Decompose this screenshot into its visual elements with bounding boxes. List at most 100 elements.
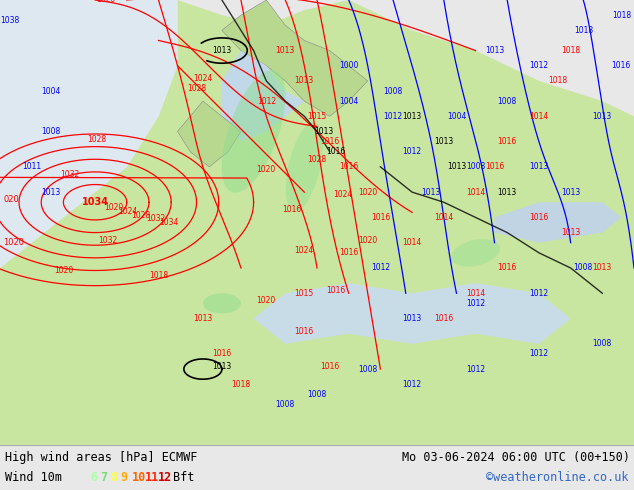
Text: 1012: 1012 [403, 380, 422, 389]
Text: 1008: 1008 [466, 162, 485, 171]
Text: 1008: 1008 [574, 264, 593, 272]
Text: 1016: 1016 [212, 349, 231, 358]
Text: 1008: 1008 [358, 365, 377, 373]
Text: 1014: 1014 [434, 213, 453, 222]
Text: 1018: 1018 [612, 11, 631, 20]
Text: 1013: 1013 [314, 127, 333, 136]
Text: 1014: 1014 [403, 238, 422, 247]
Text: Mo 03-06-2024 06:00 UTC (00+150): Mo 03-06-2024 06:00 UTC (00+150) [402, 451, 630, 465]
Text: 1016: 1016 [485, 162, 504, 171]
Text: 1014: 1014 [466, 289, 485, 298]
Text: ©weatheronline.co.uk: ©weatheronline.co.uk [486, 471, 629, 485]
Text: 1020: 1020 [105, 203, 124, 212]
Text: 9: 9 [120, 471, 127, 485]
Text: 1028: 1028 [131, 211, 150, 220]
Text: Wind 10m: Wind 10m [5, 471, 62, 485]
Text: 1013: 1013 [593, 264, 612, 272]
Text: 1016: 1016 [612, 61, 631, 70]
Text: 1004: 1004 [447, 112, 466, 121]
Text: 1008: 1008 [307, 390, 327, 399]
Text: 1020: 1020 [358, 188, 377, 196]
Text: 1011: 1011 [22, 162, 41, 171]
Ellipse shape [451, 239, 500, 267]
Text: 1024: 1024 [295, 246, 314, 255]
Text: 8: 8 [110, 471, 117, 485]
Text: 1028: 1028 [307, 155, 327, 164]
Text: 1024: 1024 [193, 74, 212, 83]
Text: 1013: 1013 [403, 112, 422, 121]
Text: 1020: 1020 [54, 266, 73, 275]
Polygon shape [0, 0, 178, 268]
Text: 1000: 1000 [339, 61, 358, 70]
Text: 12: 12 [158, 471, 172, 485]
Ellipse shape [286, 122, 323, 212]
Text: 1034: 1034 [82, 197, 108, 207]
Polygon shape [178, 101, 241, 167]
Text: 1016: 1016 [434, 314, 453, 323]
Text: 1013: 1013 [212, 362, 231, 371]
Text: 1020: 1020 [358, 236, 377, 245]
Polygon shape [495, 202, 621, 243]
Text: 1016: 1016 [339, 248, 358, 257]
Text: 1013: 1013 [485, 46, 504, 55]
Text: 1013: 1013 [403, 314, 422, 323]
Text: 1013: 1013 [498, 188, 517, 196]
Text: 1014: 1014 [529, 112, 548, 121]
Text: 1016: 1016 [498, 137, 517, 146]
Text: 1020: 1020 [3, 238, 24, 247]
Text: 1018: 1018 [574, 26, 593, 35]
Ellipse shape [203, 293, 241, 314]
Text: Bft: Bft [173, 471, 195, 485]
Text: 1013: 1013 [529, 162, 548, 171]
Text: 1020: 1020 [257, 165, 276, 174]
Text: 7: 7 [100, 471, 107, 485]
Text: 1020: 1020 [257, 296, 276, 305]
Text: 1008: 1008 [593, 339, 612, 348]
Text: 1013: 1013 [561, 228, 580, 237]
Text: 1008: 1008 [498, 97, 517, 106]
Text: 1012: 1012 [466, 365, 485, 373]
Text: 1004: 1004 [339, 97, 358, 106]
Text: 1016: 1016 [529, 213, 548, 222]
Polygon shape [0, 0, 634, 445]
Text: 1038: 1038 [0, 16, 19, 24]
Text: 1016: 1016 [295, 327, 314, 336]
Text: 1012: 1012 [529, 61, 548, 70]
Text: 1024: 1024 [333, 190, 352, 199]
Text: 1012: 1012 [257, 97, 276, 106]
Text: 1013: 1013 [447, 162, 466, 171]
Text: 1016: 1016 [498, 264, 517, 272]
Text: 1013: 1013 [561, 188, 580, 196]
Text: 1012: 1012 [371, 264, 390, 272]
Text: 1014: 1014 [466, 188, 485, 196]
Text: 1004: 1004 [41, 87, 60, 96]
Text: High wind areas [hPa] ECMWF: High wind areas [hPa] ECMWF [5, 451, 197, 465]
Text: 1013: 1013 [276, 46, 295, 55]
Text: 1013: 1013 [212, 46, 231, 55]
Text: 020: 020 [3, 195, 19, 204]
Text: 1016: 1016 [320, 362, 339, 371]
Text: 1012: 1012 [529, 289, 548, 298]
Polygon shape [222, 50, 304, 142]
Text: 1024: 1024 [118, 207, 137, 216]
Text: 11: 11 [145, 471, 159, 485]
Text: 1016: 1016 [320, 137, 339, 146]
Text: 1013: 1013 [193, 314, 212, 323]
Text: 1008: 1008 [384, 87, 403, 96]
Text: 6: 6 [90, 471, 97, 485]
Text: 1008: 1008 [41, 127, 60, 136]
Text: 1018: 1018 [548, 76, 567, 85]
Text: 1028: 1028 [187, 84, 206, 93]
Polygon shape [254, 283, 571, 344]
Text: 1012: 1012 [466, 299, 485, 308]
Text: 1016: 1016 [371, 213, 390, 222]
Text: 1015: 1015 [295, 289, 314, 298]
Text: 1020: 1020 [96, 0, 116, 3]
Text: 1013: 1013 [593, 112, 612, 121]
Text: 1028: 1028 [87, 135, 106, 144]
Ellipse shape [222, 70, 285, 193]
Text: 1032: 1032 [60, 170, 79, 179]
Text: 1008: 1008 [276, 400, 295, 409]
Text: 1016: 1016 [327, 286, 346, 295]
Text: 1015: 1015 [307, 112, 327, 121]
